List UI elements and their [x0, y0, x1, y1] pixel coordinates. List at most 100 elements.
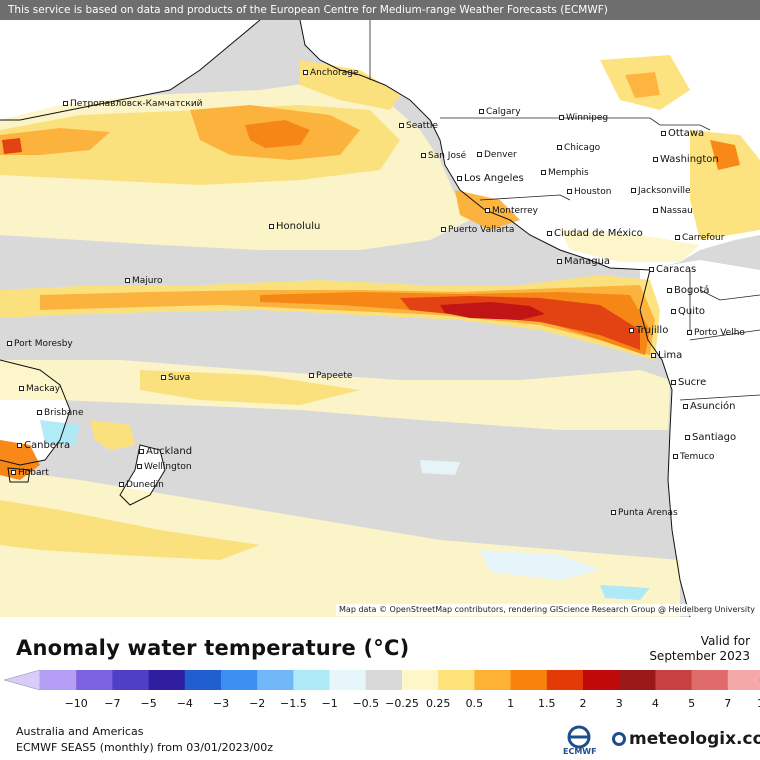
- city-name: Ciudad de México: [554, 228, 643, 239]
- scale-tick-label: 7: [724, 697, 732, 710]
- city-marker-icon: [653, 208, 658, 213]
- city-name: Houston: [574, 187, 612, 197]
- color-scale-bar: [4, 670, 760, 690]
- city-label: Trujillo: [628, 325, 669, 336]
- city-label: Caracas: [648, 264, 697, 275]
- scale-swatch: [619, 670, 656, 690]
- city-marker-icon: [485, 208, 490, 213]
- city-name: Temuco: [680, 452, 715, 462]
- city-label: Dunedin: [118, 480, 165, 491]
- city-name: Quito: [678, 306, 706, 317]
- scale-tick-label: 0.5: [465, 697, 484, 710]
- city-marker-icon: [629, 328, 634, 333]
- city-name: San José: [428, 151, 467, 161]
- city-marker-icon: [541, 170, 546, 175]
- city-marker-icon: [671, 309, 676, 314]
- city-marker-icon: [557, 145, 562, 150]
- city-label: Carrefour: [674, 233, 725, 244]
- scale-swatch: [474, 670, 512, 690]
- city-label: Punta Arenas: [610, 508, 679, 519]
- city-name: Ottawa: [668, 128, 705, 139]
- city-name: Lima: [658, 350, 683, 361]
- city-name: Bogotá: [674, 285, 710, 296]
- valid-for: Valid for September 2023: [649, 634, 750, 664]
- city-name: Петропавловск-Камчатский: [70, 99, 203, 109]
- scale-swatch: [365, 670, 403, 690]
- city-label: Seattle: [398, 121, 439, 132]
- city-name: Trujillo: [636, 325, 669, 336]
- scale-tick-label: −5: [140, 697, 157, 710]
- city-name: Porto Velho: [694, 328, 745, 338]
- city-marker-icon: [37, 410, 42, 415]
- city-name: Dunedin: [126, 480, 164, 490]
- scale-swatch: [293, 670, 331, 690]
- city-label: Houston: [566, 187, 612, 198]
- city-label: Chicago: [556, 143, 601, 154]
- scale-swatch: [257, 670, 294, 690]
- city-name: Memphis: [548, 168, 589, 178]
- scale-tick-label: −4: [176, 697, 193, 710]
- city-label: Porto Velho: [686, 328, 746, 339]
- city-name: Calgary: [486, 107, 521, 117]
- region-label: Australia and Americas: [16, 725, 144, 738]
- map-panel[interactable]: This service is based on data and produc…: [0, 0, 760, 617]
- city-label: Hobart: [10, 468, 50, 479]
- city-label: Nassau: [652, 206, 694, 217]
- map-credit[interactable]: Map data © OpenStreetMap contributors, r…: [336, 604, 758, 616]
- city-marker-icon: [63, 101, 68, 106]
- city-marker-icon: [139, 449, 144, 454]
- city-marker-icon: [559, 115, 564, 120]
- city-marker-icon: [567, 189, 572, 194]
- city-label: Santiago: [684, 432, 737, 443]
- meteologix-text: meteologix.com: [629, 729, 760, 749]
- scale-tick-label: −2: [249, 697, 266, 710]
- city-marker-icon: [421, 153, 426, 158]
- city-marker-icon: [683, 404, 688, 409]
- city-name: Santiago: [692, 432, 737, 443]
- scale-tick-label: −7: [104, 697, 121, 710]
- city-name: Hobart: [18, 468, 49, 478]
- city-name: Los Angeles: [464, 173, 524, 184]
- city-marker-icon: [671, 380, 676, 385]
- scale-swatch: [510, 670, 548, 690]
- valid-for-date: September 2023: [649, 649, 750, 663]
- city-marker-icon: [17, 443, 22, 448]
- land-south-america: [640, 260, 760, 617]
- scale-tick-label: −10: [64, 697, 88, 710]
- scale-tick-label: −1.5: [280, 697, 307, 710]
- city-label: Bogotá: [666, 285, 711, 296]
- city-label: Wellington: [136, 462, 193, 473]
- scale-arrow-left-icon: [4, 670, 41, 690]
- city-label: Memphis: [540, 168, 590, 179]
- city-marker-icon: [119, 482, 124, 487]
- city-marker-icon: [399, 123, 404, 128]
- meteologix-logo[interactable]: meteologix.com: [612, 729, 760, 749]
- ecmwf-logo-icon[interactable]: [560, 725, 598, 755]
- scale-tick-label: −0.5: [352, 697, 380, 710]
- city-name: Winnipeg: [566, 113, 609, 123]
- city-marker-icon: [441, 227, 446, 232]
- city-label: Brisbane: [36, 408, 85, 419]
- city-marker-icon: [303, 70, 308, 75]
- city-label: Majuro: [124, 276, 164, 287]
- city-label: Papeete: [308, 371, 353, 382]
- scale-swatch: [329, 670, 367, 690]
- city-marker-icon: [479, 109, 484, 114]
- valid-for-label: Valid for: [700, 634, 750, 648]
- city-label: Puerto Vallarta: [440, 225, 515, 236]
- scale-swatch: [112, 670, 150, 690]
- city-marker-icon: [687, 330, 692, 335]
- scale-swatch: [546, 670, 584, 690]
- city-label: Mackay: [18, 384, 61, 395]
- city-marker-icon: [661, 131, 666, 136]
- city-marker-icon: [673, 454, 678, 459]
- scale-tick-label: 5: [688, 697, 696, 710]
- scale-swatch: [221, 670, 258, 690]
- city-name: Washington: [660, 154, 719, 165]
- map-canvas: [0, 19, 760, 617]
- city-label: Honolulu: [268, 221, 321, 232]
- city-marker-icon: [631, 188, 636, 193]
- city-marker-icon: [675, 235, 680, 240]
- city-marker-icon: [137, 464, 142, 469]
- city-marker-icon: [125, 278, 130, 283]
